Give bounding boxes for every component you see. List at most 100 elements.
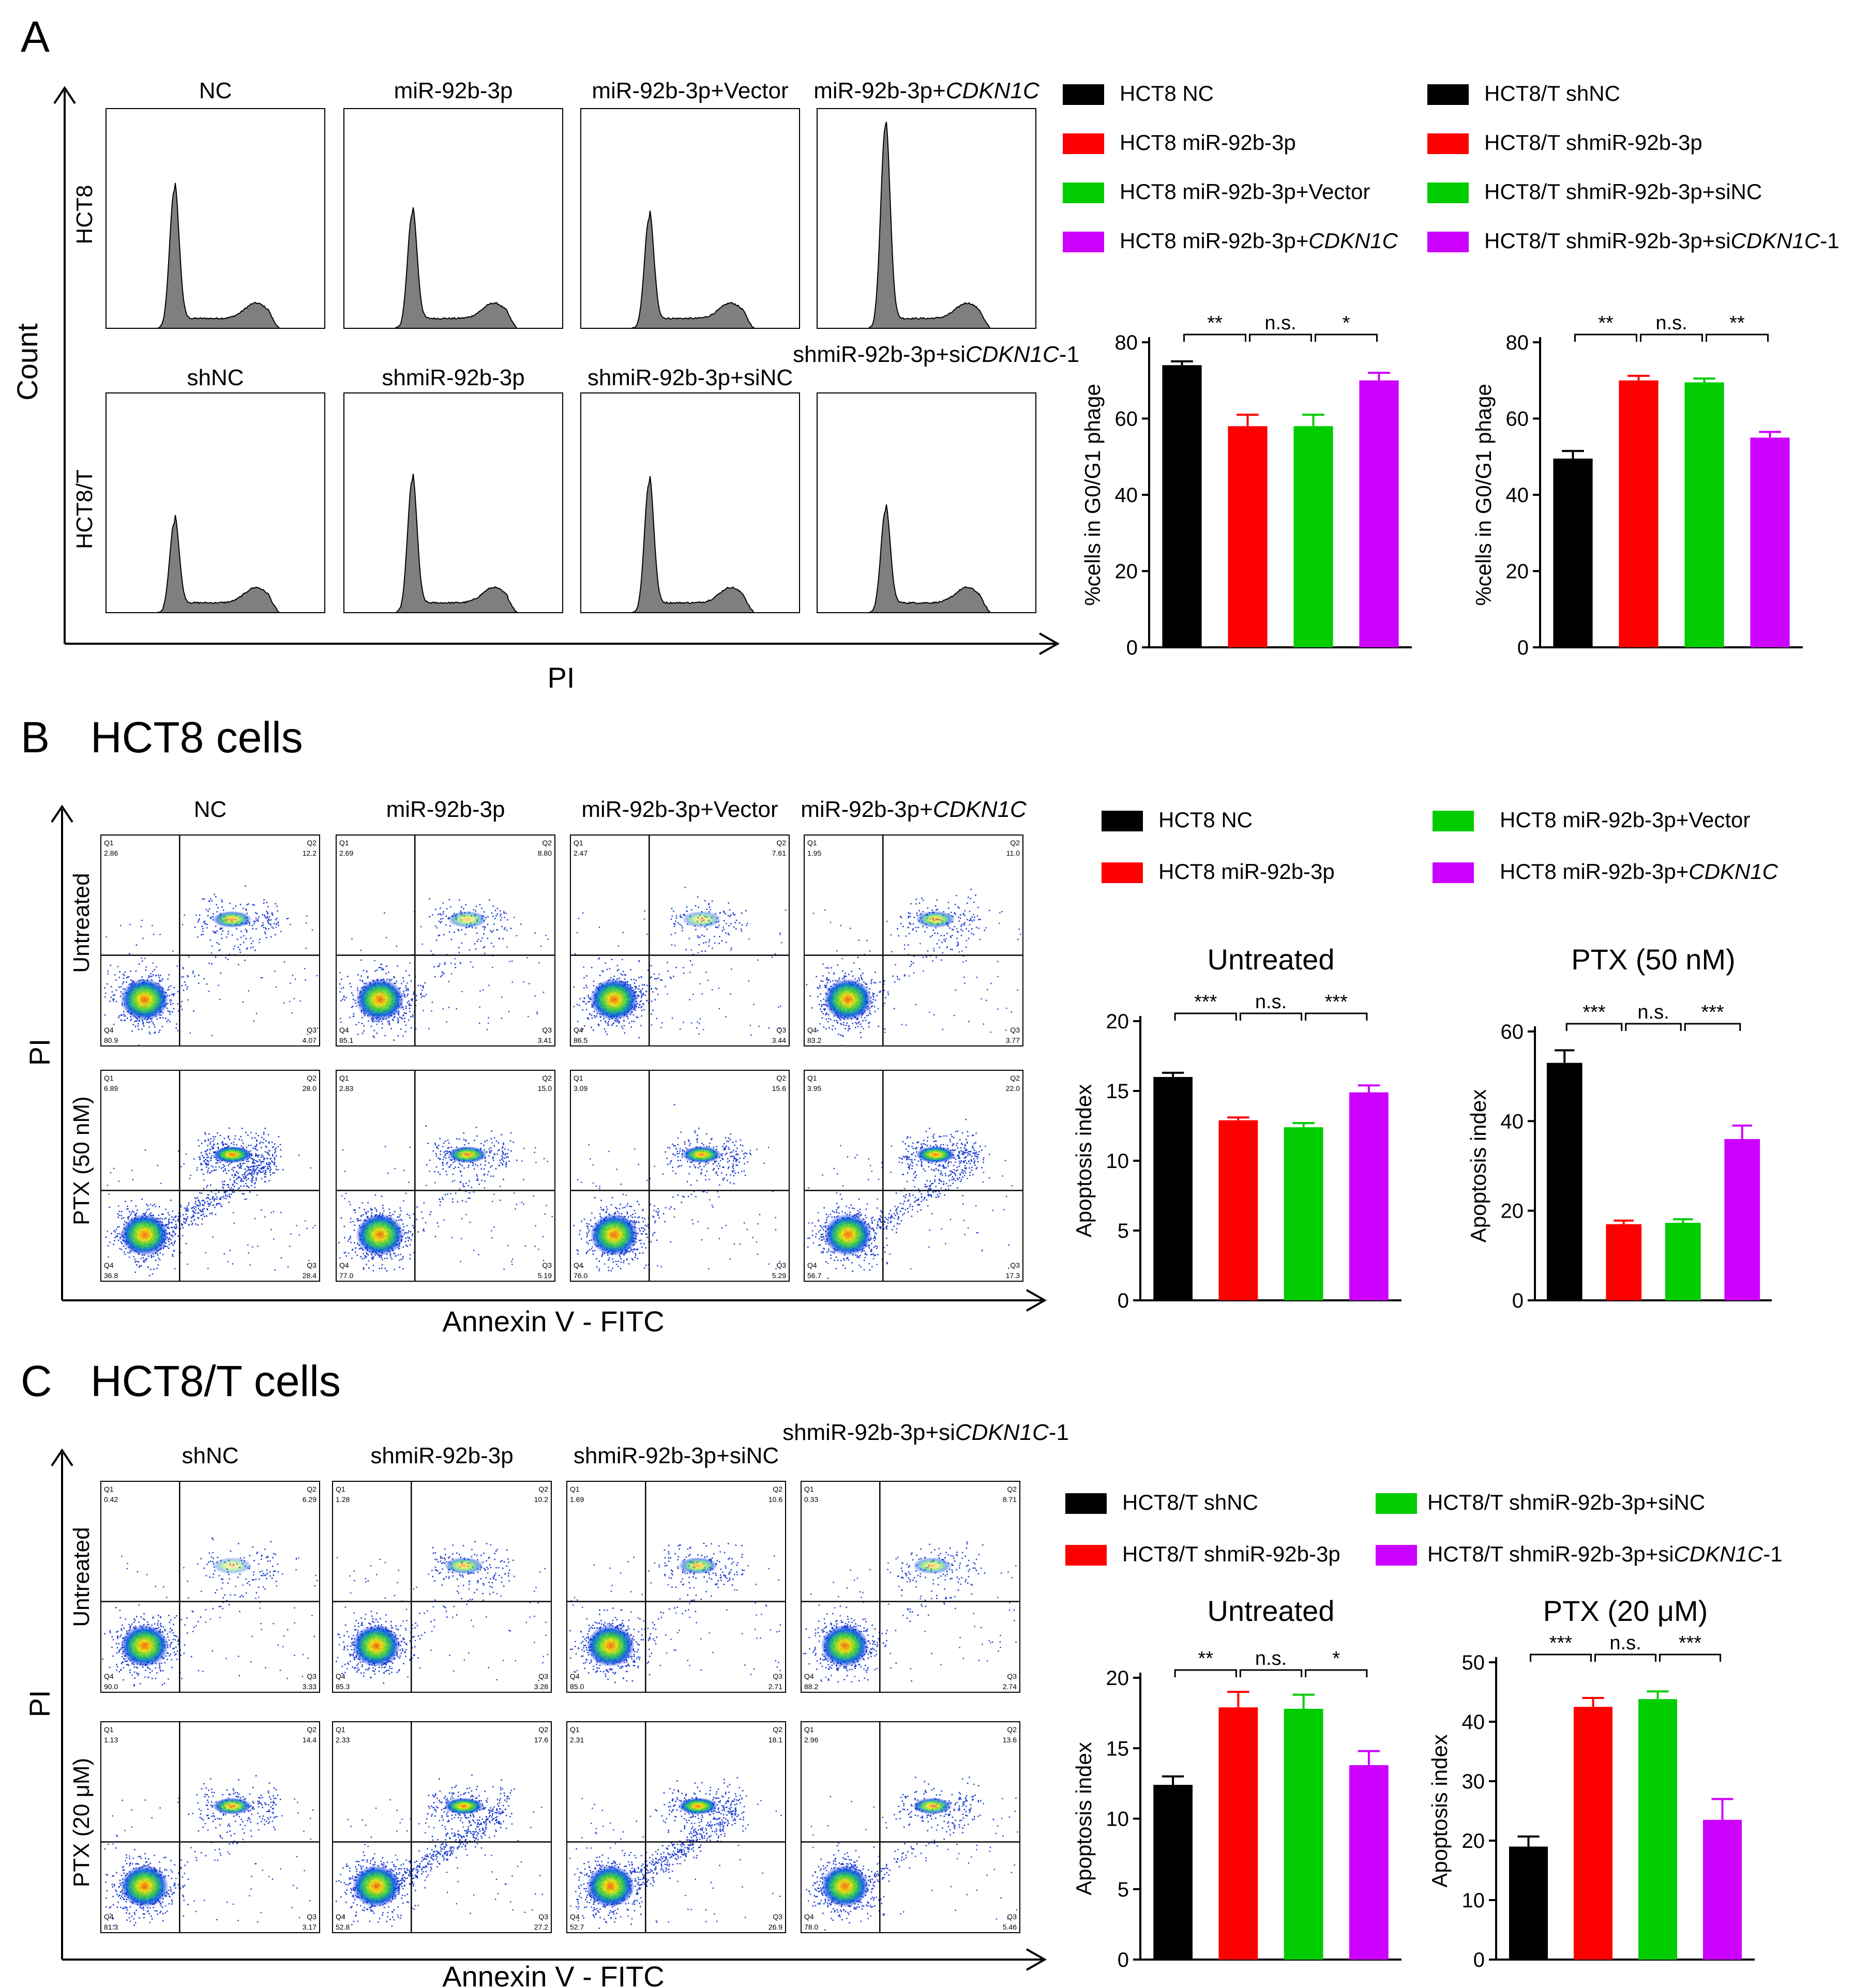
quadrant-value: 17.3	[1006, 1271, 1020, 1280]
flow-plot-dots	[336, 1541, 548, 1684]
flow-plot-density-main	[120, 1625, 169, 1667]
quadrant-name: Q2	[1007, 1725, 1017, 1734]
quadrant-name: Q3	[542, 1026, 552, 1034]
legend-b-col2-label-1-pre: HCT8 miR-92b-3p+	[1500, 859, 1689, 884]
panel-b-row-label-untreated: Untreated	[69, 873, 94, 973]
panel-c-col-label-3: shmiR-92b-3p+siCDKN1C-1	[782, 1420, 1069, 1445]
bar-3	[1724, 1139, 1760, 1300]
y-tick-label: 10	[1462, 1889, 1485, 1912]
quadrant-value: 1.28	[336, 1495, 350, 1504]
flow-plot: Q1 1.28 Q2 10.2 Q4 85.3 Q3 3.28	[332, 1481, 552, 1693]
legend-a-right-label-2-pre: HCT8/T shmiR-92b-3p+siNC	[1484, 179, 1762, 204]
quadrant-name: Q4	[807, 1261, 817, 1269]
legend-c-col1-label-1: HCT8/T shmiR-92b-3p	[1122, 1542, 1340, 1566]
legend-a-left-label-2-pre: HCT8 miR-92b-3p+Vector	[1120, 179, 1370, 204]
significance-label: n.s.	[1264, 312, 1296, 334]
quadrant-name: Q1	[574, 1074, 583, 1082]
flow-plot-density-main	[821, 1865, 869, 1908]
y-tick-label: 40	[1115, 484, 1138, 507]
panel-c-col-label-3-pre: shmiR-92b-3p+si	[782, 1420, 955, 1445]
quadrant-value: 13.6	[1003, 1736, 1017, 1744]
flow-plot-scatter	[807, 1118, 1013, 1279]
quadrant-value: 86.5	[574, 1036, 587, 1044]
quadrant-name: Q4	[339, 1026, 349, 1034]
flow-plot-density-late	[447, 1146, 487, 1163]
bar-1	[1218, 1707, 1258, 1960]
legend-b-col1-label-0-pre: HCT8 NC	[1158, 808, 1253, 832]
bar-0	[1546, 1063, 1582, 1300]
chart-a-right: 0 20 40 60 80 %cells in G0/G1 phage ** n.s. **	[1471, 312, 1803, 659]
quadrant-value: 11.0	[1006, 849, 1020, 857]
legend-a-left-label-3-ital: CDKN1C	[1308, 229, 1398, 253]
quadrant-name: Q3	[1010, 1261, 1020, 1269]
panel-a-bottom-col-label-2-pre: shmiR-92b-3p+siNC	[587, 365, 793, 390]
quadrant-name: Q2	[1007, 1485, 1017, 1493]
flow-plot-dots	[569, 1542, 781, 1683]
quadrant-value: 3.28	[534, 1682, 548, 1691]
panel-a-bottom-col-label-3: shmiR-92b-3p+siCDKN1C-1	[793, 342, 1079, 367]
quadrant-value: 22.0	[1006, 1084, 1020, 1092]
quadrant-value: 10.6	[768, 1495, 782, 1504]
legend-a-left-label-1: HCT8 miR-92b-3p	[1120, 130, 1296, 155]
significance-bracket	[1305, 1012, 1368, 1021]
quadrant-name: Q4	[104, 1026, 114, 1034]
legend-a-left-swatch-3	[1063, 232, 1104, 252]
quadrant-value: 81.3	[104, 1923, 118, 1931]
significance-bracket	[1305, 1669, 1368, 1677]
legend-c-col2-label-1: HCT8/T shmiR-92b-3p+siCDKN1C-1	[1427, 1542, 1783, 1566]
significance-bracket	[1174, 1012, 1237, 1021]
flow-plot-density-main	[586, 1865, 635, 1908]
bar-chart-ylabel: %cells in G0/G1 phage	[1080, 384, 1105, 606]
panel-b-axes	[51, 805, 1047, 1312]
panel-c-legend: HCT8/T shNC HCT8/T shmiR-92b-3p HCT8/T shm…	[1065, 1490, 1783, 1566]
significance-bracket	[1659, 1653, 1721, 1662]
bar-2	[1684, 382, 1724, 647]
flow-plot-density-late	[678, 1557, 718, 1574]
quadrant-value: 3.41	[538, 1036, 552, 1044]
y-tick-label: 0	[1118, 1289, 1129, 1312]
panel-c-ylabel: PI	[23, 1690, 56, 1718]
quadrant-name: Q3	[307, 1261, 316, 1269]
quadrant-value: 2.33	[336, 1736, 350, 1744]
quadrant-name: Q4	[104, 1672, 114, 1680]
histogram-area	[395, 207, 517, 329]
y-tick-label: 0	[1118, 1949, 1129, 1971]
quadrant-value: 3.17	[303, 1923, 316, 1931]
flow-plot-dots	[807, 1118, 1013, 1279]
flow-plot-density-late	[212, 1146, 252, 1163]
y-tick-label: 80	[1115, 331, 1138, 354]
significance-bracket	[1315, 333, 1378, 342]
legend-a-right-label-3-post: -1	[1820, 229, 1839, 253]
significance-label: *	[1332, 1648, 1340, 1670]
panel-a-axes	[53, 86, 1060, 655]
flow-plot-density-main	[586, 1625, 635, 1667]
flow-plot-density-late	[682, 1146, 721, 1163]
flow-plot: Q1 1.13 Q2 14.4 Q4 81.3 Q3 3.17	[100, 1721, 320, 1933]
quadrant-name: Q4	[574, 1261, 583, 1269]
legend-a-left-swatch-2	[1063, 183, 1104, 203]
panel-a-column-labels-bottom: shNC shmiR-92b-3p shmiR-92b-3p+siNCshmiR-9…	[187, 342, 1079, 390]
bar-2	[1293, 426, 1333, 647]
legend-a-right-swatch-2	[1427, 183, 1469, 203]
quadrant-name: Q1	[104, 839, 114, 847]
quadrant-value: 85.3	[336, 1682, 350, 1691]
legend-b-col2-swatch-1	[1433, 862, 1474, 883]
quadrant-value: 15.6	[772, 1084, 786, 1092]
bar-3	[1349, 1765, 1389, 1960]
legend-b-col1-label-1: HCT8 miR-92b-3p	[1158, 859, 1335, 884]
quadrant-value: 3.95	[807, 1084, 821, 1092]
flow-plot-frame	[804, 834, 1023, 1046]
legend-c-col2-swatch-0	[1376, 1493, 1417, 1514]
panel-a-top-col-label-2-pre: miR-92b-3p+Vector	[592, 78, 788, 103]
panel-a-row-label-hct8t: HCT8/T	[72, 469, 97, 549]
significance-label: **	[1198, 1648, 1213, 1670]
flow-plot-dots	[803, 1541, 1017, 1683]
significance-bracket	[1174, 1669, 1237, 1677]
significance-bracket	[1625, 1023, 1682, 1031]
quadrant-name: Q2	[542, 839, 552, 847]
legend-c-col2-label-1-post: -1	[1763, 1542, 1782, 1566]
legend-b-col2-label-0-pre: HCT8 miR-92b-3p+Vector	[1500, 808, 1750, 832]
flow-plot-scatter	[338, 1125, 553, 1272]
flow-plot: Q1 2.83 Q2 15.0 Q4 77.0 Q3 5.19	[336, 1070, 555, 1282]
legend-a-left-label-0: HCT8 NC	[1120, 81, 1214, 105]
